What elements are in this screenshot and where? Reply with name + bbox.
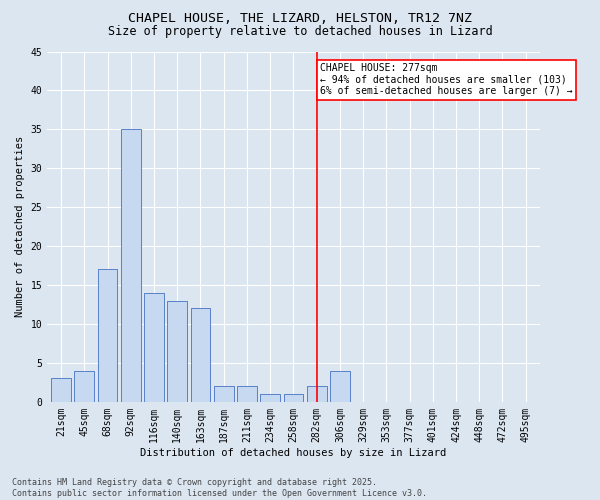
Bar — [121, 130, 140, 402]
Y-axis label: Number of detached properties: Number of detached properties — [15, 136, 25, 318]
Bar — [51, 378, 71, 402]
Text: Size of property relative to detached houses in Lizard: Size of property relative to detached ho… — [107, 25, 493, 38]
Text: CHAPEL HOUSE, THE LIZARD, HELSTON, TR12 7NZ: CHAPEL HOUSE, THE LIZARD, HELSTON, TR12 … — [128, 12, 472, 26]
Bar — [191, 308, 211, 402]
Bar — [237, 386, 257, 402]
Bar — [144, 293, 164, 402]
Bar — [330, 370, 350, 402]
Bar — [98, 270, 118, 402]
Bar — [214, 386, 233, 402]
Text: CHAPEL HOUSE: 277sqm
← 94% of detached houses are smaller (103)
6% of semi-detac: CHAPEL HOUSE: 277sqm ← 94% of detached h… — [320, 63, 573, 96]
Bar — [74, 370, 94, 402]
Bar — [167, 300, 187, 402]
X-axis label: Distribution of detached houses by size in Lizard: Distribution of detached houses by size … — [140, 448, 446, 458]
Text: Contains HM Land Registry data © Crown copyright and database right 2025.
Contai: Contains HM Land Registry data © Crown c… — [12, 478, 427, 498]
Bar — [284, 394, 303, 402]
Bar — [260, 394, 280, 402]
Bar — [307, 386, 326, 402]
